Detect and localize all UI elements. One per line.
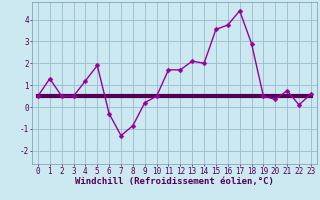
X-axis label: Windchill (Refroidissement éolien,°C): Windchill (Refroidissement éolien,°C) [75,177,274,186]
